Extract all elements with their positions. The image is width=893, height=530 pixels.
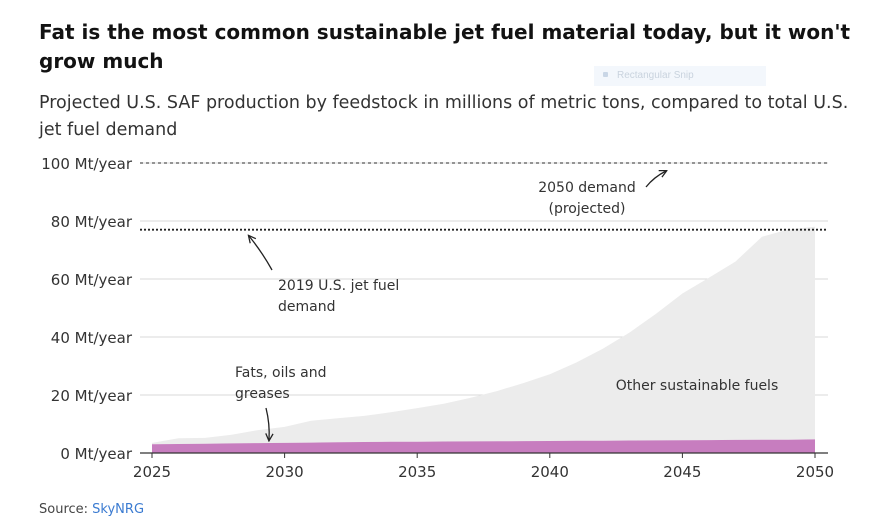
x-tick-label: 2050 — [796, 463, 834, 481]
annotation-2019-demand-line2: demand — [278, 299, 335, 315]
source-note: Source: SkyNRG — [39, 502, 144, 517]
arrow-2019-demand — [249, 236, 273, 271]
annotation-2050-demand-line2: (projected) — [548, 201, 625, 217]
snip-label: Rectangular Snip — [617, 70, 694, 81]
arrow-2050-demand — [645, 171, 666, 188]
y-tick-label: 80 Mt/year — [51, 213, 133, 231]
x-tick-label: 2030 — [266, 463, 304, 481]
source-link[interactable]: SkyNRG — [92, 502, 145, 517]
annotation-other-sustainable-fuels: Other sustainable fuels — [616, 378, 779, 394]
annotation-2050-demand-line1: 2050 demand — [538, 180, 636, 196]
rectangular-snip-overlay[interactable]: Rectangular Snip — [594, 66, 766, 86]
x-tick-label: 2025 — [133, 463, 171, 481]
arrow-fats — [266, 407, 269, 440]
snip-icon — [603, 72, 608, 77]
x-tick-label: 2035 — [398, 463, 436, 481]
y-tick-label: 20 Mt/year — [51, 387, 133, 405]
reference-lines — [140, 162, 828, 231]
x-tick-label: 2040 — [531, 463, 569, 481]
y-tick-label: 0 Mt/year — [60, 445, 132, 463]
area-other-sustainable-fuels — [152, 226, 815, 445]
x-tick-label: 2045 — [663, 463, 701, 481]
annotation-2019-demand-line1: 2019 U.S. jet fuel — [278, 278, 399, 294]
annotation-fats-line2: greases — [235, 386, 290, 402]
area-layer — [152, 226, 815, 453]
chart-headline: Fat is the most common sustainable jet f… — [39, 20, 851, 73]
axes: 0 Mt/year 20 Mt/year 40 Mt/year 60 Mt/year 8… — [41, 155, 834, 481]
y-tick-label: 40 Mt/year — [51, 329, 133, 347]
annotations: 2050 demand (projected) 2019 U.S. jet fuel… — [235, 171, 778, 440]
chart-subhead: Projected U.S. SAF production by feedsto… — [39, 93, 849, 140]
annotation-fats-line1: Fats, oils and — [235, 365, 326, 381]
y-tick-label: 60 Mt/year — [51, 271, 133, 289]
source-label: Source: — [39, 502, 89, 517]
area-chart: 0 Mt/year 20 Mt/year 40 Mt/year 60 Mt/year 8… — [41, 155, 834, 481]
y-tick-label: 100 Mt/year — [41, 155, 133, 173]
area-fats-oils-greases — [152, 439, 815, 453]
